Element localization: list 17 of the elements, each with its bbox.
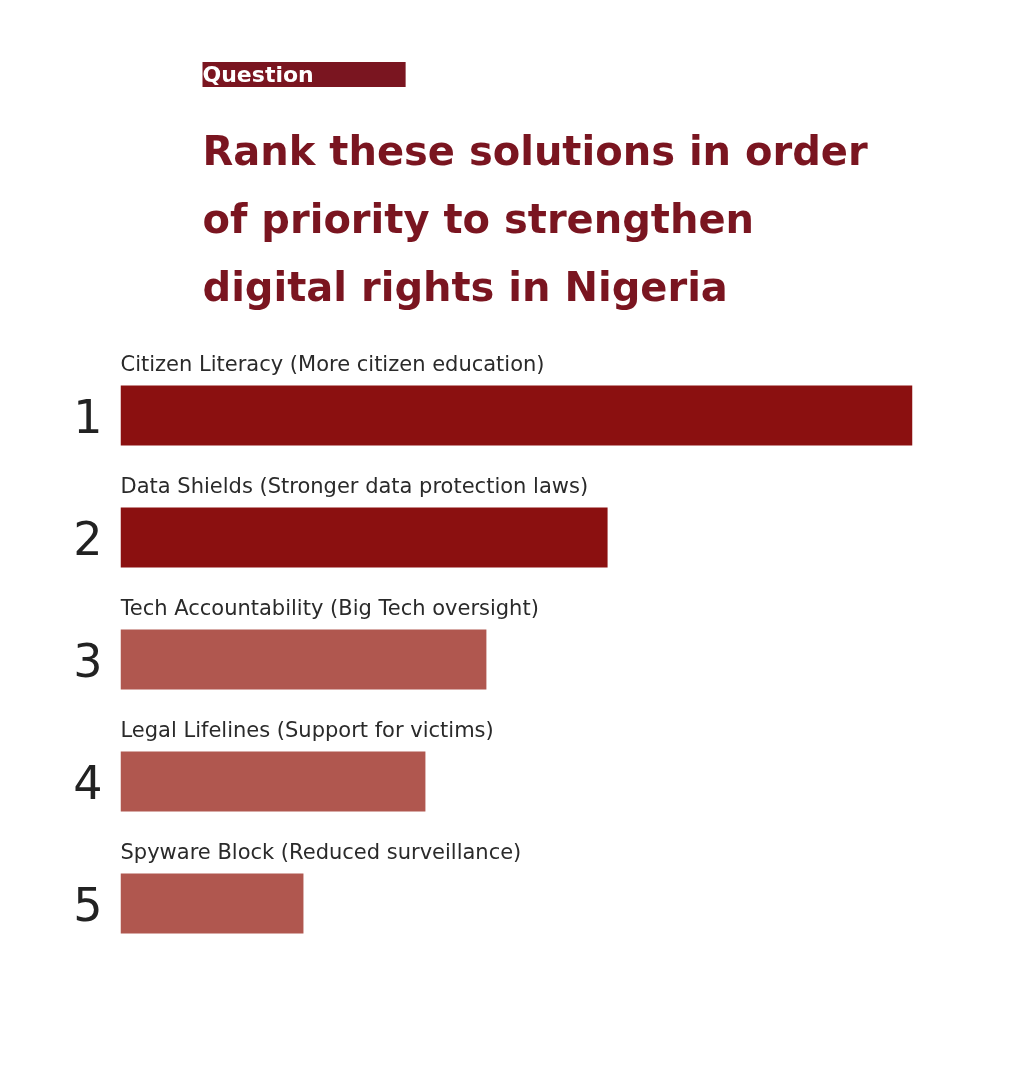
bar: [120, 873, 304, 934]
text: 3: [73, 633, 103, 688]
text: 1: [73, 389, 103, 444]
text: Question: [202, 62, 314, 87]
bar: [120, 629, 487, 690]
y-tick-label: Data Shields (Stronger data protection laws): [120, 473, 589, 498]
text: 4: [73, 755, 103, 810]
y-tick-label: Citizen Literacy (More citizen education): [120, 351, 545, 376]
text: 5: [73, 877, 103, 932]
bar: [120, 507, 608, 568]
y-tick-label: Legal Lifelines (Support for victims): [120, 717, 494, 742]
text: 2: [73, 511, 103, 566]
y-tick-label: Spyware Block (Reduced surveillance): [120, 839, 522, 864]
chart-title: Rank these solutions in order of priority to strengthen digital rights in Nigeria: [202, 127, 868, 310]
bar: [120, 751, 426, 812]
y-tick-label: Tech Accountability (Big Tech oversight): [119, 595, 539, 620]
bar: [120, 385, 913, 446]
